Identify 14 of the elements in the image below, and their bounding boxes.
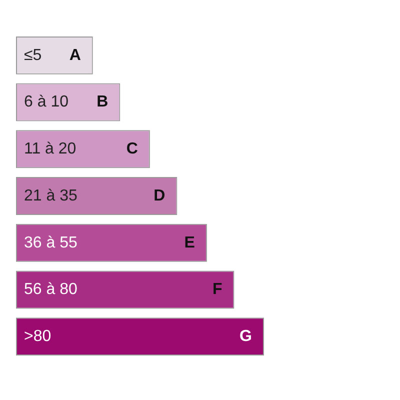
y-tick-label: ≤5 <box>24 46 42 64</box>
y-tick-label: 11 à 20 <box>24 140 76 158</box>
annotation: E <box>184 234 196 252</box>
y-tick-label: 56 à 80 <box>24 281 78 298</box>
annotation: A <box>69 46 82 64</box>
annotation: B <box>96 94 108 111</box>
y-tick-label: 6 à 10 <box>24 94 69 111</box>
annotation: C <box>126 140 138 158</box>
annotation: D <box>154 187 166 204</box>
y-tick-label: >80 <box>24 328 52 345</box>
y-tick-label: 21 à 35 <box>24 187 78 204</box>
y-tick-label: 36 à 55 <box>24 234 78 252</box>
annotation: G <box>240 328 252 345</box>
annotation: F <box>212 281 222 298</box>
